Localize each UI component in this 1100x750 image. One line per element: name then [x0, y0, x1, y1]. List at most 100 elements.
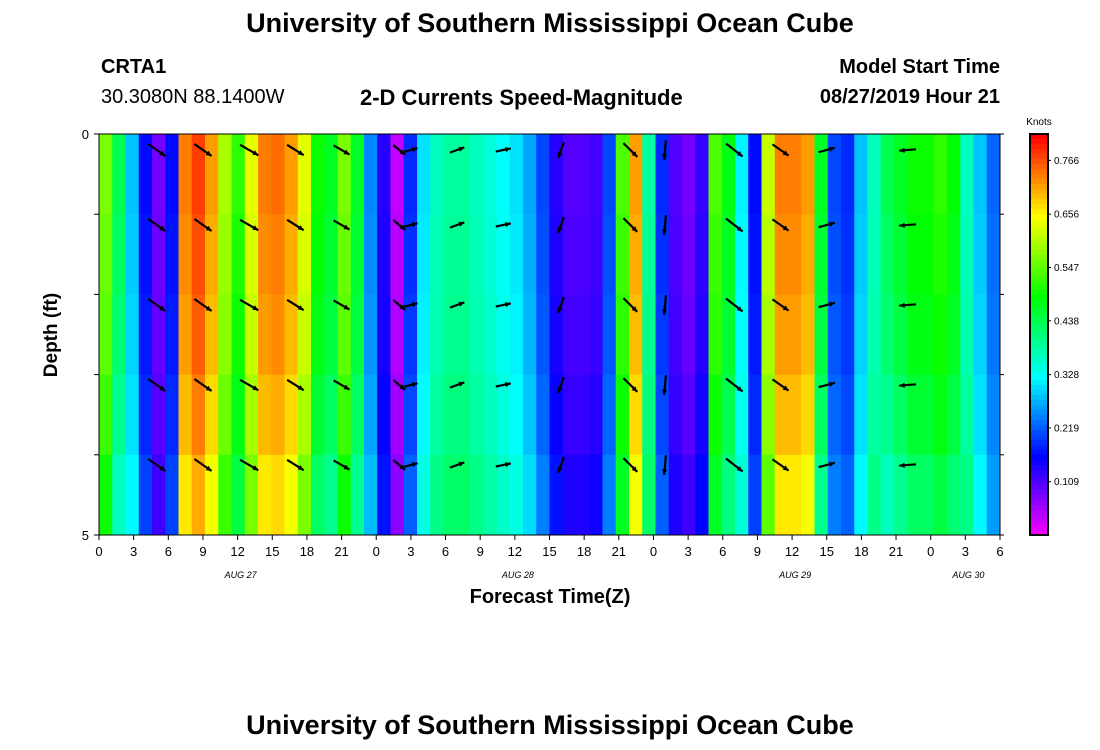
- model-start-label: Model Start Time: [839, 56, 1000, 78]
- heatmap-cell: [682, 454, 697, 536]
- heatmap-cell: [827, 374, 842, 456]
- heatmap-cell: [801, 374, 816, 456]
- heatmap-cell: [668, 134, 683, 215]
- heatmap-cell: [523, 374, 538, 456]
- chart-title-bottom: University of Southern Mississippi Ocean…: [246, 710, 854, 740]
- heatmap-cell: [297, 134, 312, 215]
- current-vector-head: [458, 221, 465, 227]
- current-vector-head: [159, 150, 166, 156]
- current-vector-head: [505, 302, 511, 308]
- heatmap-cell: [973, 454, 988, 536]
- heatmap-cell: [165, 374, 180, 456]
- current-vector-head: [662, 154, 668, 160]
- current-vector-head: [736, 226, 743, 232]
- heatmap-cell: [629, 454, 644, 536]
- heatmap-cell: [125, 134, 140, 215]
- current-vectors: [147, 140, 917, 475]
- heatmap-cell: [589, 294, 604, 376]
- colorbar-step: [1030, 439, 1048, 446]
- heatmap-cell: [708, 214, 723, 295]
- heatmap-cell: [629, 134, 644, 215]
- heatmap-cell: [417, 214, 432, 295]
- colorbar-frame: [1029, 133, 1049, 536]
- colorbar-step: [1030, 284, 1048, 290]
- heatmap-cell: [271, 134, 286, 215]
- heatmap-cell: [562, 294, 577, 376]
- heatmap-cell: [112, 294, 127, 376]
- heatmap-cell: [178, 134, 193, 215]
- heatmap-cell: [589, 134, 604, 215]
- heatmap-cell: [483, 294, 498, 376]
- heatmap-cell: [708, 454, 723, 536]
- x-tick-label: 6: [165, 544, 172, 559]
- heatmap-cell: [841, 454, 856, 536]
- heatmap-cell: [708, 374, 723, 456]
- heatmap-cell: [205, 374, 220, 456]
- colorbar-step: [1030, 329, 1048, 336]
- current-vector-head: [252, 385, 259, 391]
- heatmap-cell: [403, 134, 418, 215]
- heatmap-cell: [536, 294, 551, 376]
- current-vector-head: [458, 301, 465, 307]
- current-vector-head: [159, 465, 166, 471]
- heatmap-cell: [735, 374, 750, 456]
- heatmap-cell: [470, 294, 485, 376]
- heatmap-cell: [218, 374, 233, 456]
- heatmap-cell: [894, 454, 909, 536]
- current-vector-head: [411, 222, 418, 228]
- current-vector-head: [205, 225, 212, 231]
- colorbar-step: [1030, 279, 1048, 285]
- current-vector-head: [505, 462, 511, 468]
- heatmap-cell: [735, 454, 750, 536]
- heatmap-cell: [536, 214, 551, 295]
- current-vector-head: [297, 385, 304, 391]
- heatmap-cell: [841, 214, 856, 295]
- heatmap-cell: [761, 374, 776, 456]
- heatmap-cell: [99, 214, 114, 295]
- heatmap-cell: [178, 374, 193, 456]
- colorbar-step: [1030, 319, 1048, 326]
- heatmap-cell: [191, 134, 206, 215]
- colorbar-step: [1030, 449, 1048, 456]
- heatmap-cell: [390, 294, 405, 376]
- heatmap-cell: [841, 294, 856, 376]
- heatmap-cell: [576, 374, 591, 456]
- axes: 0 3 6 9 12 15 18 21 0 3 6 9 12 15 18 21 0 3 6 9 12 15 18 21 0 3 6 A…: [82, 127, 1004, 580]
- heatmap-cell: [443, 454, 458, 536]
- colorbar-step: [1030, 139, 1048, 145]
- y-tick-label: 5: [82, 528, 89, 543]
- current-vector-head: [899, 462, 905, 468]
- x-tick-label: 0: [927, 544, 934, 559]
- colorbar-step: [1030, 154, 1048, 160]
- heatmap-cell: [907, 454, 922, 536]
- heatmap-cell: [403, 214, 418, 295]
- heatmap-cell: [814, 214, 829, 295]
- heatmap-cell: [191, 294, 206, 376]
- heatmap-cell: [430, 374, 445, 456]
- current-vector-head: [829, 221, 835, 227]
- heatmap-cell: [417, 454, 432, 536]
- heatmap-cell: [642, 214, 657, 295]
- heatmap-cell: [536, 374, 551, 456]
- heatmap-cell: [364, 374, 379, 456]
- heatmap-cell: [801, 134, 816, 215]
- heatmap-cell: [841, 134, 856, 215]
- heatmap-cell: [562, 134, 577, 215]
- heatmap-cell: [880, 294, 895, 376]
- heatmap-cell: [973, 214, 988, 295]
- heatmap-cell: [536, 134, 551, 215]
- colorbar-step: [1030, 529, 1048, 536]
- heatmap-cell: [933, 134, 948, 215]
- heatmap-cell: [509, 454, 524, 536]
- colorbar-step: [1030, 244, 1048, 250]
- heatmap-cell: [509, 134, 524, 215]
- heatmap-cell: [311, 454, 326, 536]
- heatmap-cell: [589, 214, 604, 295]
- heatmap-cell: [854, 294, 869, 376]
- heatmap-cell: [258, 294, 273, 376]
- heatmap-cell: [761, 294, 776, 376]
- heatmap-cell: [165, 214, 180, 295]
- heatmap-cell: [350, 454, 365, 536]
- colorbar-step: [1030, 379, 1048, 386]
- heatmap-cell: [735, 134, 750, 215]
